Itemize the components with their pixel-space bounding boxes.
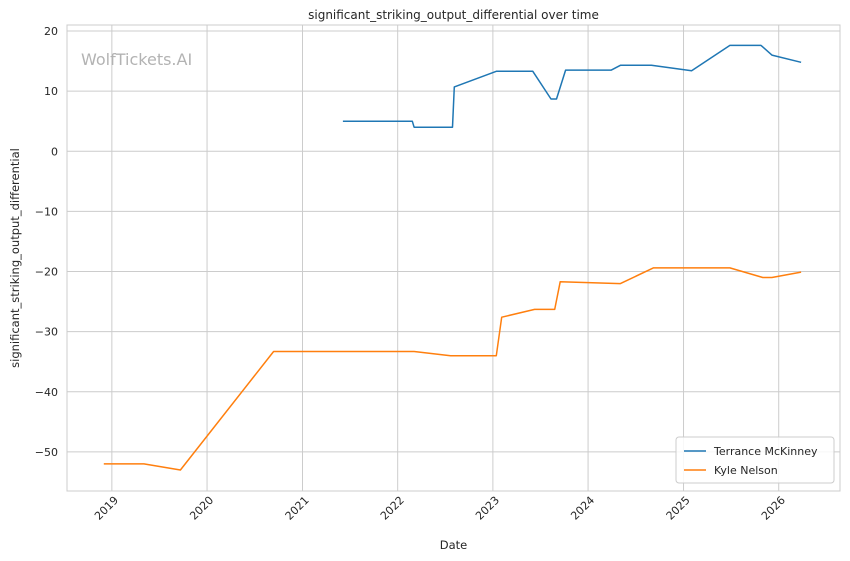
series-line-2 xyxy=(103,267,802,471)
x-tick-label: 2024 xyxy=(568,494,597,523)
y-axis-ticks: 20 10 0 −10 −20 −30 −40 −50 xyxy=(35,25,58,459)
x-tick-label: 2023 xyxy=(473,494,502,523)
plot-frame xyxy=(66,24,841,492)
watermark-text: WolfTickets.AI xyxy=(81,50,192,69)
legend-label: Kyle Nelson xyxy=(714,464,778,477)
gridlines xyxy=(67,25,840,491)
y-tick-label: −40 xyxy=(35,386,58,399)
y-tick-label: 20 xyxy=(44,25,58,38)
legend-label: Terrance McKinney xyxy=(713,445,818,458)
y-tick-label: 10 xyxy=(44,85,58,98)
legend-box xyxy=(675,436,835,484)
y-tick-label: −50 xyxy=(35,446,58,459)
y-tick-label: 0 xyxy=(51,145,58,158)
series-line-1 xyxy=(342,44,802,128)
legend: Terrance McKinney Kyle Nelson xyxy=(675,436,835,484)
y-tick-label: −20 xyxy=(35,266,58,279)
x-tick-label: 2025 xyxy=(664,494,693,523)
x-tick-label: 2021 xyxy=(283,494,312,523)
series-lines xyxy=(103,44,802,471)
x-tick-label: 2022 xyxy=(378,494,407,523)
y-axis-title: significant_striking_output_differential xyxy=(8,148,22,368)
x-axis-ticks: 2019 2020 2021 2022 2023 2024 2025 2026 xyxy=(92,494,788,523)
x-axis-title: Date xyxy=(440,538,468,552)
x-tick-label: 2026 xyxy=(759,494,788,523)
chart-title: significant_striking_output_differential… xyxy=(308,8,599,22)
x-tick-label: 2019 xyxy=(92,494,121,523)
x-tick-label: 2020 xyxy=(187,494,216,523)
y-tick-label: −10 xyxy=(35,205,58,218)
y-tick-label: −30 xyxy=(35,326,58,339)
